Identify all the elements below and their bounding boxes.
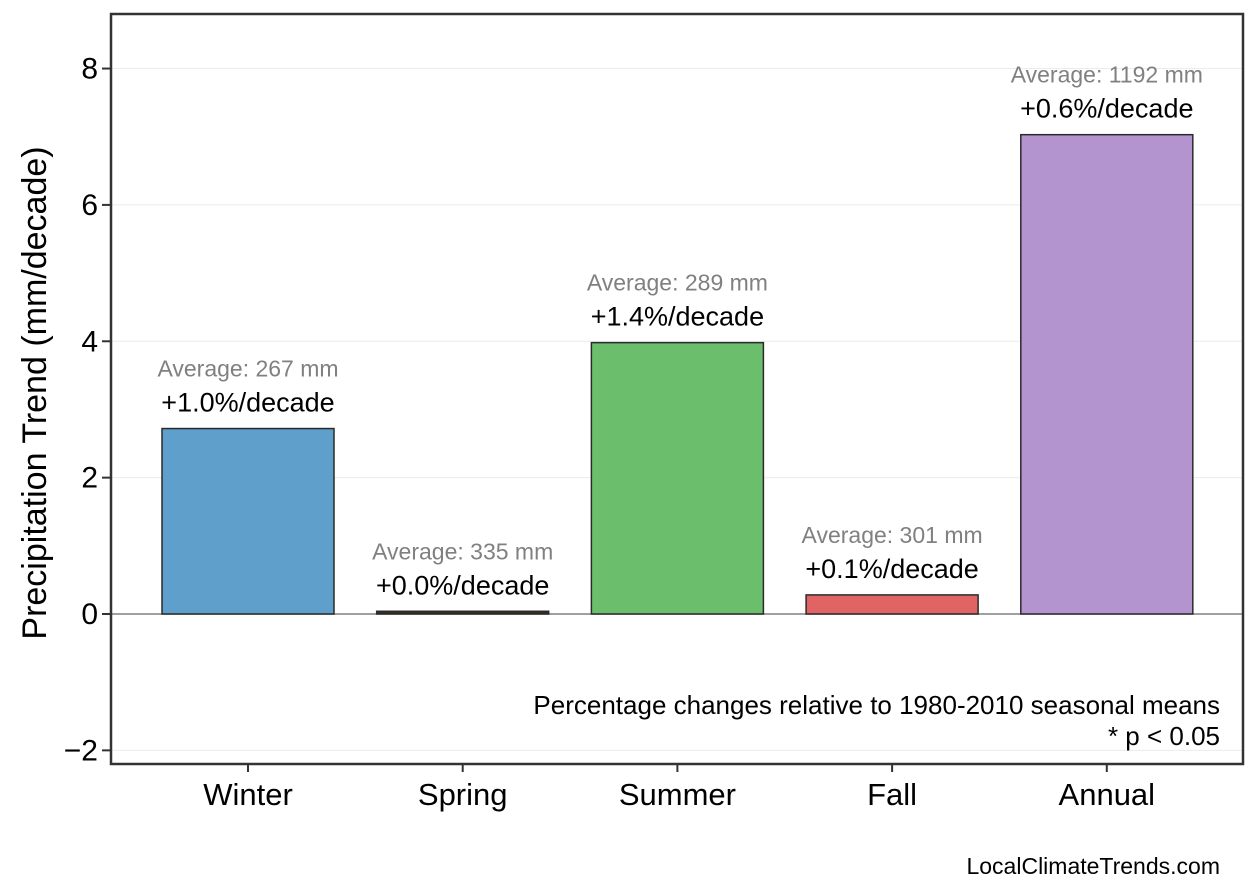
y-tick-label: 6 [81,189,98,222]
bar-percent-label: +1.4%/decade [591,302,764,332]
bar-spring [375,610,550,615]
bar-percent-label: +0.0%/decade [376,570,549,600]
y-tick-label: −2 [64,734,98,767]
x-tick-label: Spring [418,777,508,812]
bar-summer [590,341,765,615]
y-axis-label: Precipitation Trend (mm/decade) [16,146,54,639]
bar-percent-label: +1.0%/decade [161,388,334,418]
source-credit: LocalClimateTrends.com [966,853,1220,879]
bar-annotations: +1.0%/decade Average: 267 mm +0.0%/decade A… [157,62,1202,601]
bar-fall [805,594,979,615]
y-tick-label: 8 [81,53,98,86]
note-percentage-basis: Percentage changes relative to 1980-2010… [533,690,1220,720]
note-significance: * p < 0.05 [1108,721,1220,751]
x-tick-label: Winter [203,777,293,812]
bar-percent-label: +0.6%/decade [1020,94,1193,124]
bar-average-label: Average: 267 mm [157,356,338,382]
bar-average-label: Average: 289 mm [587,270,768,296]
bar-average-label: Average: 1192 mm [1011,62,1203,88]
bar-annual [1020,133,1194,615]
bars [161,133,1194,615]
bar-percent-label: +0.1%/decade [805,554,978,584]
x-tick-label: Annual [1059,777,1156,812]
bar-winter [161,427,335,615]
x-axis-ticks: Winter Spring Summer Fall Annual [203,764,1155,812]
y-tick-label: 0 [81,598,98,631]
x-tick-label: Fall [867,777,917,812]
bar-average-label: Average: 335 mm [372,538,553,564]
bar-average-label: Average: 301 mm [802,522,983,548]
x-tick-label: Summer [619,777,736,812]
y-tick-label: 4 [81,325,98,358]
y-axis-ticks: −2 0 2 4 6 8 [64,53,111,767]
y-tick-label: 2 [81,462,98,495]
